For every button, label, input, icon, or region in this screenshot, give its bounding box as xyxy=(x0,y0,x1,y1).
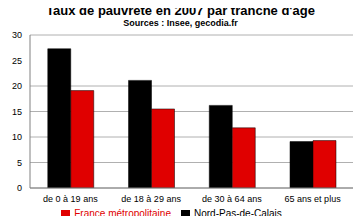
svg-text:de 18 à 29 ans: de 18 à 29 ans xyxy=(121,194,181,204)
svg-text:de 30 à 64 ans: de 30 à 64 ans xyxy=(202,194,262,204)
svg-text:30: 30 xyxy=(12,30,22,40)
html-text:Sources : Insee, gecodia.fr: Sources : Insee, gecodia.fr xyxy=(123,18,238,28)
svg-text:25: 25 xyxy=(12,56,22,66)
html-text:Taux de pauvreté en 2007 par t: Taux de pauvreté en 2007 par tranche d'â… xyxy=(46,3,315,18)
svg-text:15: 15 xyxy=(12,107,22,117)
svg-text:65 ans et plus: 65 ans et plus xyxy=(285,194,342,204)
html-text:Nord-Pas-de-Calais: Nord-Pas-de-Calais xyxy=(194,208,282,219)
svg-text:10: 10 xyxy=(12,132,22,142)
svg-text:20: 20 xyxy=(12,81,22,91)
svg-text:de 0 à 19 ans: de 0 à 19 ans xyxy=(43,194,98,204)
svg-text:0: 0 xyxy=(17,183,22,193)
html-text:France métropolitaine: France métropolitaine xyxy=(74,208,171,219)
svg-text:5: 5 xyxy=(17,158,22,168)
